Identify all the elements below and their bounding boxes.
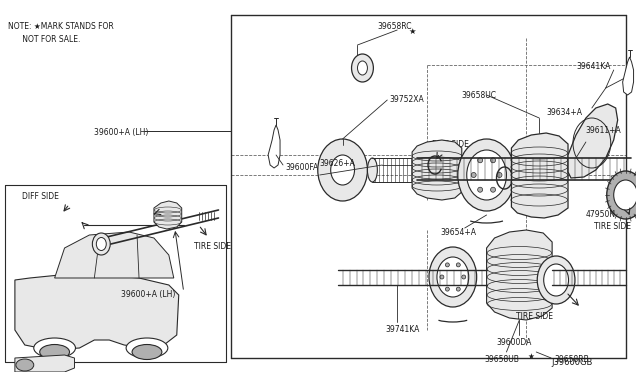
Ellipse shape <box>34 338 76 358</box>
Text: ★: ★ <box>528 352 534 361</box>
Text: 39658RC: 39658RC <box>378 22 412 31</box>
Ellipse shape <box>491 158 495 163</box>
Text: DIFF SIDE: DIFF SIDE <box>22 192 59 201</box>
Ellipse shape <box>445 287 449 291</box>
Text: 39611+A: 39611+A <box>586 126 621 135</box>
Text: 39658RB: 39658RB <box>554 355 589 364</box>
Text: ★: ★ <box>408 27 416 36</box>
Ellipse shape <box>437 257 468 297</box>
Ellipse shape <box>471 173 476 177</box>
Text: 39658UB: 39658UB <box>484 355 520 364</box>
Ellipse shape <box>16 359 34 371</box>
Text: DIFF SIDE: DIFF SIDE <box>432 140 469 149</box>
Polygon shape <box>568 104 618 178</box>
Ellipse shape <box>126 338 168 358</box>
Ellipse shape <box>445 263 449 267</box>
Polygon shape <box>268 125 280 168</box>
Text: 39634+A: 39634+A <box>546 108 582 117</box>
Text: 39600FA: 39600FA <box>285 163 318 172</box>
Text: 39641KA: 39641KA <box>576 62 611 71</box>
Polygon shape <box>511 133 568 218</box>
Text: 39658UC: 39658UC <box>462 91 497 100</box>
Ellipse shape <box>537 256 575 304</box>
Ellipse shape <box>462 275 466 279</box>
Polygon shape <box>15 275 179 350</box>
Ellipse shape <box>132 344 162 359</box>
Ellipse shape <box>40 344 70 359</box>
Ellipse shape <box>97 237 106 250</box>
Ellipse shape <box>607 171 640 219</box>
Ellipse shape <box>358 61 367 75</box>
Ellipse shape <box>456 287 460 291</box>
Text: 39752XA: 39752XA <box>389 95 424 104</box>
Text: TIRE SIDE: TIRE SIDE <box>594 222 631 231</box>
Ellipse shape <box>614 180 637 210</box>
Ellipse shape <box>92 233 110 255</box>
Polygon shape <box>15 355 74 372</box>
Text: 39600+A (LH): 39600+A (LH) <box>121 290 175 299</box>
Text: TIRE SIDE: TIRE SIDE <box>194 242 230 251</box>
Text: 39600DA: 39600DA <box>497 338 532 347</box>
Ellipse shape <box>367 158 378 182</box>
Ellipse shape <box>458 139 515 211</box>
Polygon shape <box>412 140 462 200</box>
Polygon shape <box>54 232 174 278</box>
Ellipse shape <box>351 54 373 82</box>
Text: 39741KA: 39741KA <box>385 325 420 334</box>
Ellipse shape <box>544 264 568 296</box>
Ellipse shape <box>456 263 460 267</box>
Ellipse shape <box>491 187 495 192</box>
Text: 39600+A (LH): 39600+A (LH) <box>94 128 148 137</box>
Ellipse shape <box>477 158 483 163</box>
Ellipse shape <box>467 150 506 200</box>
Text: TIRE SIDE: TIRE SIDE <box>516 312 554 321</box>
Polygon shape <box>486 230 552 320</box>
Ellipse shape <box>429 247 477 307</box>
Text: NOT FOR SALE.: NOT FOR SALE. <box>8 35 80 44</box>
Text: NOTE: ★MARK STANDS FOR: NOTE: ★MARK STANDS FOR <box>8 22 114 31</box>
Text: 39654+A: 39654+A <box>440 228 476 237</box>
Ellipse shape <box>477 187 483 192</box>
Polygon shape <box>623 57 634 95</box>
Ellipse shape <box>318 139 367 201</box>
Ellipse shape <box>331 155 355 185</box>
Polygon shape <box>154 201 182 229</box>
Text: 47950N: 47950N <box>586 210 616 219</box>
Ellipse shape <box>497 173 502 177</box>
Ellipse shape <box>440 275 444 279</box>
Text: J39600GB: J39600GB <box>551 358 593 367</box>
Text: 39626+A: 39626+A <box>320 159 356 168</box>
